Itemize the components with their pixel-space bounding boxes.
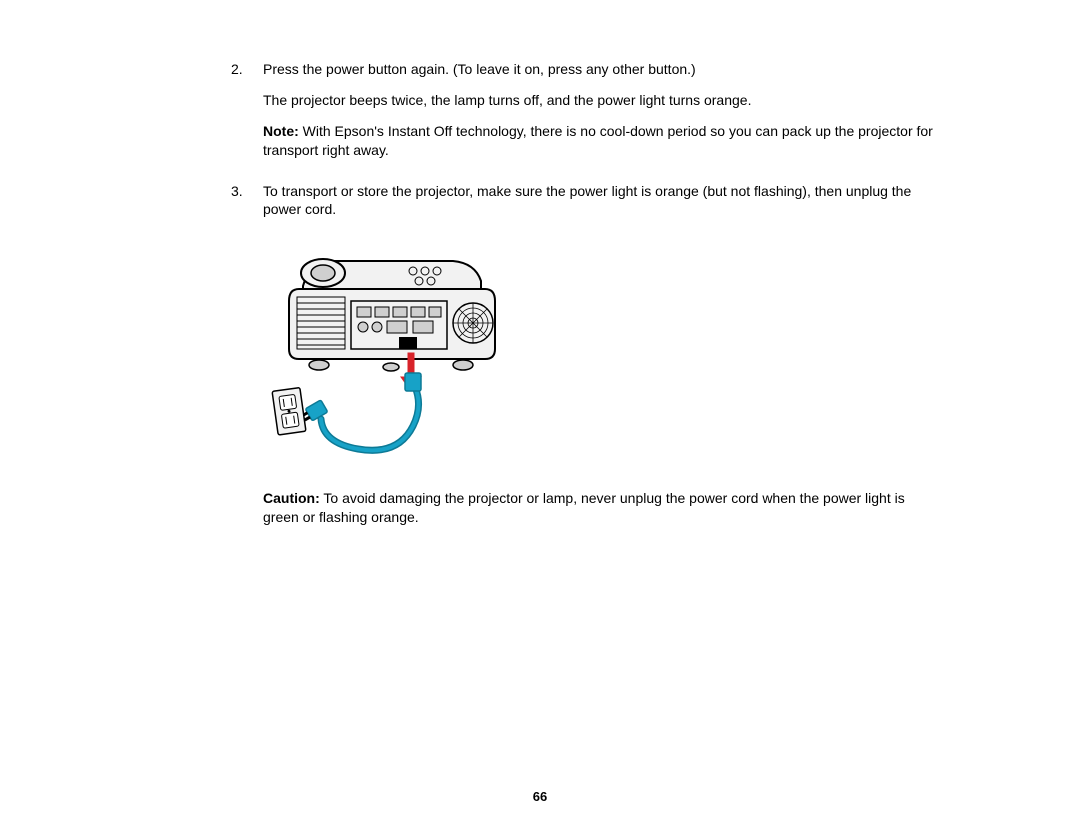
projector-illustration [263, 231, 523, 471]
list-body: Press the power button again. (To leave … [263, 60, 935, 172]
list-number: 2. [145, 60, 263, 172]
text-run: To avoid damaging the projector or lamp,… [263, 490, 905, 525]
caution-para: Caution: To avoid damaging the projector… [263, 489, 935, 527]
page-number: 66 [0, 789, 1080, 804]
projector-unplug-figure [263, 231, 935, 471]
page-content: 2. Press the power button again. (To lea… [0, 0, 1080, 539]
text-run: Press the power button again. (To leave … [263, 61, 696, 77]
para: The projector beeps twice, the lamp turn… [263, 91, 935, 110]
para: Press the power button again. (To leave … [263, 60, 935, 79]
text-run: With Epson's Instant Off technology, the… [263, 123, 933, 158]
list-item-3: 3. To transport or store the projector, … [145, 182, 935, 540]
list-item-2: 2. Press the power button again. (To lea… [145, 60, 935, 172]
list-body: To transport or store the projector, mak… [263, 182, 935, 540]
para: To transport or store the projector, mak… [263, 182, 935, 220]
text-run: To transport or store the projector, mak… [263, 183, 911, 218]
note-para: Note: With Epson's Instant Off technolog… [263, 122, 935, 160]
list-number: 3. [145, 182, 263, 540]
text-run: The projector beeps twice, the lamp turn… [263, 92, 751, 108]
note-label: Note: [263, 123, 299, 139]
caution-label: Caution: [263, 490, 320, 506]
